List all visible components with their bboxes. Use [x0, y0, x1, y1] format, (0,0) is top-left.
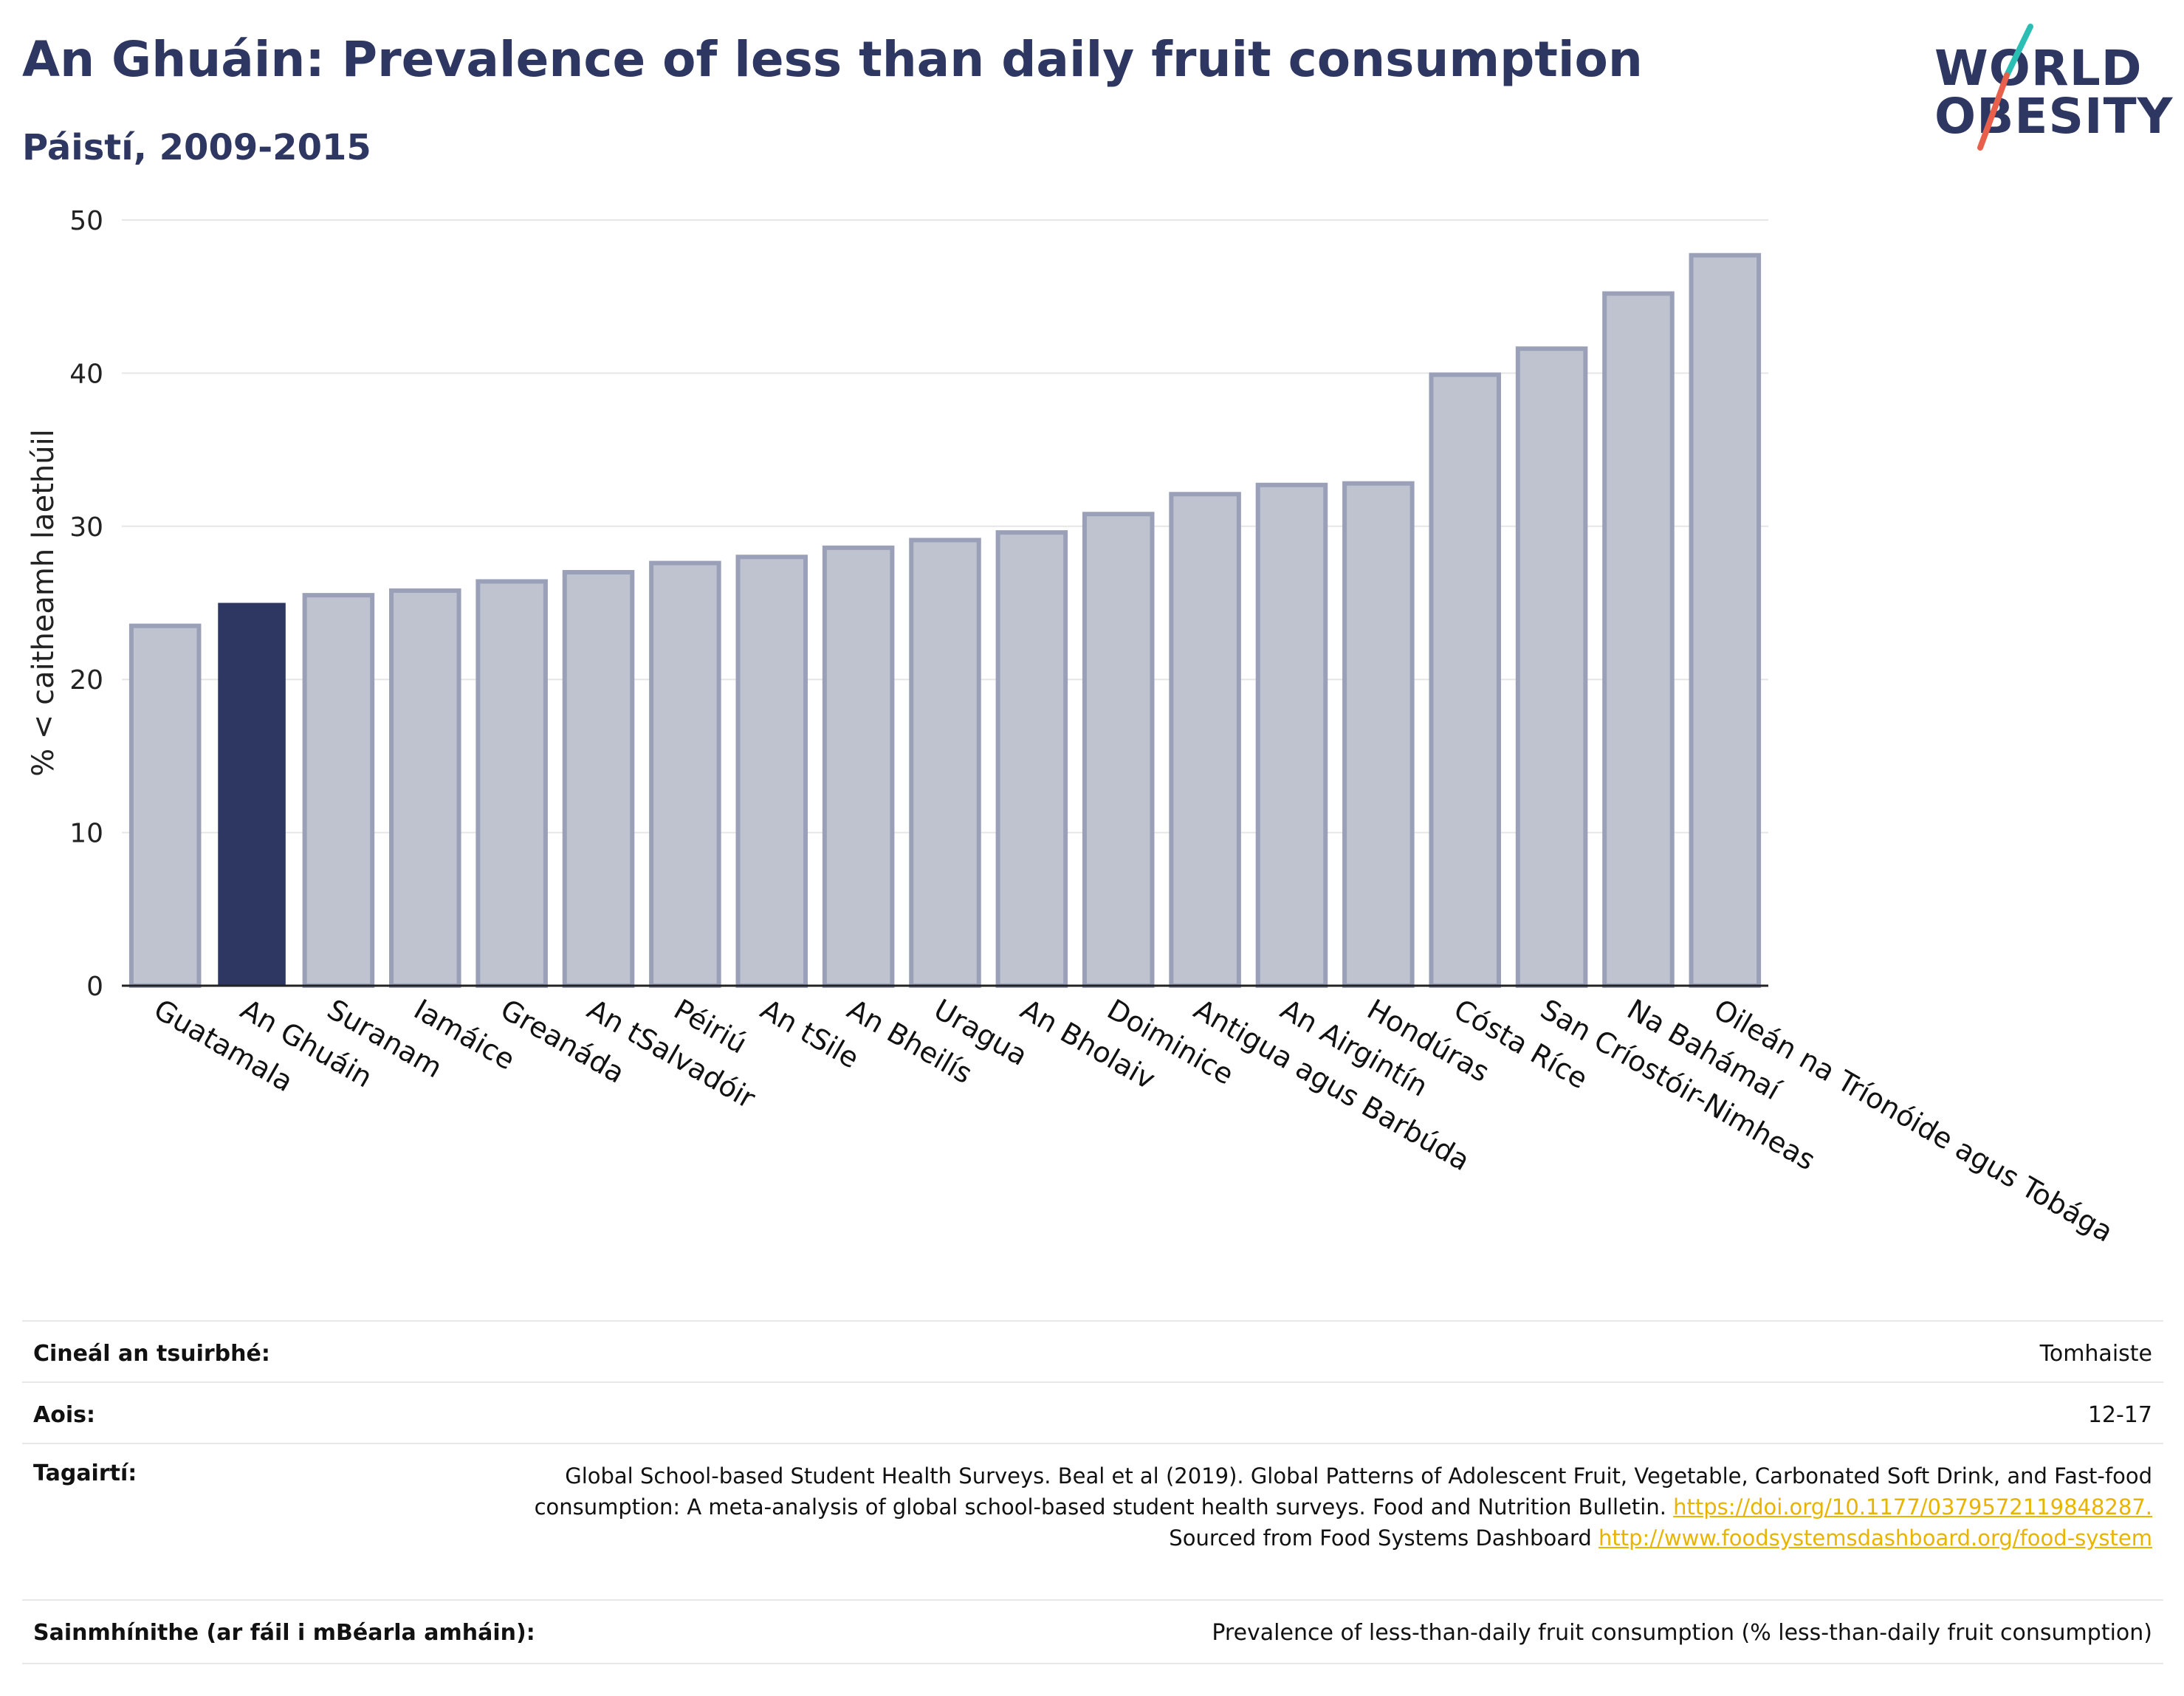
bar-10	[995, 530, 1068, 988]
bar-17	[1602, 291, 1675, 988]
bar-13	[1255, 482, 1328, 988]
references-label: Tagairtí:	[33, 1460, 137, 1486]
references-text: Global School-based Student Health Surve…	[534, 1463, 2152, 1520]
age-value: 12-17	[2087, 1402, 2152, 1428]
bar-0	[128, 623, 202, 988]
y-tick-label: 40	[69, 359, 103, 389]
meta-row-definitions: Sainmhínithe (ar fáil i mBéarla amháin):…	[22, 1599, 2163, 1664]
logo-slash-icon	[1977, 24, 2033, 151]
bar-12	[1169, 492, 1241, 989]
definitions-label: Sainmhínithe (ar fáil i mBéarla amháin):	[33, 1620, 535, 1646]
bar-8	[822, 545, 895, 988]
y-tick-label: 0	[86, 972, 103, 1002]
y-tick-label: 20	[69, 665, 103, 696]
food-systems-dashboard-link[interactable]: http://www.foodsystemsdashboard.org/food…	[1598, 1525, 2152, 1551]
survey-type-label: Cineál an tsuirbhé:	[33, 1341, 270, 1367]
chart-subtitle: Páistí, 2009-2015	[22, 127, 371, 168]
references-value: Global School-based Student Health Surve…	[484, 1460, 2152, 1599]
logo-word-obesity: OBESITY	[1934, 88, 2174, 145]
survey-type-value: Tomhaiste	[2039, 1341, 2152, 1367]
doi-link[interactable]: https://doi.org/10.1177/0379572119848287…	[1673, 1494, 2152, 1520]
bar-11	[1082, 512, 1155, 988]
meta-row-survey-type: Cineál an tsuirbhé: Tomhaiste	[22, 1320, 2163, 1381]
references-source-text: Sourced from Food Systems Dashboard	[1169, 1525, 1592, 1551]
bar-16	[1515, 346, 1588, 988]
bar-14	[1342, 481, 1415, 988]
y-tick-label: 30	[69, 512, 103, 543]
bar-4	[475, 579, 548, 988]
bar-7	[735, 555, 808, 988]
x-tick-label: An tSile	[755, 993, 865, 1075]
bar-6	[649, 560, 721, 988]
y-tick-label: 10	[69, 819, 103, 849]
bar-9	[909, 538, 981, 988]
y-tick-label: 50	[69, 206, 103, 236]
y-axis-label: % < caitheamh laethúil	[27, 429, 61, 777]
metadata-table: Cineál an tsuirbhé: Tomhaiste Aois: 12-1…	[22, 1320, 2163, 1664]
meta-row-references: Tagairtí: Global School-based Student He…	[22, 1443, 2163, 1599]
age-label: Aois:	[33, 1402, 95, 1428]
bar-1	[218, 602, 286, 986]
bar-5	[562, 570, 635, 988]
meta-row-age: Aois: 12-17	[22, 1381, 2163, 1443]
world-obesity-logo: WORLD OBESITY	[1920, 22, 2174, 155]
bar-2	[302, 593, 375, 988]
chart-title: An Ghuáin: Prevalence of less than daily…	[22, 31, 1643, 88]
bar-3	[389, 588, 461, 988]
bar-18	[1689, 253, 1762, 988]
definitions-value: Prevalence of less-than-daily fruit cons…	[1212, 1620, 2152, 1646]
logo-word-world: WORLD	[1934, 40, 2143, 97]
bar-15	[1429, 372, 1501, 988]
